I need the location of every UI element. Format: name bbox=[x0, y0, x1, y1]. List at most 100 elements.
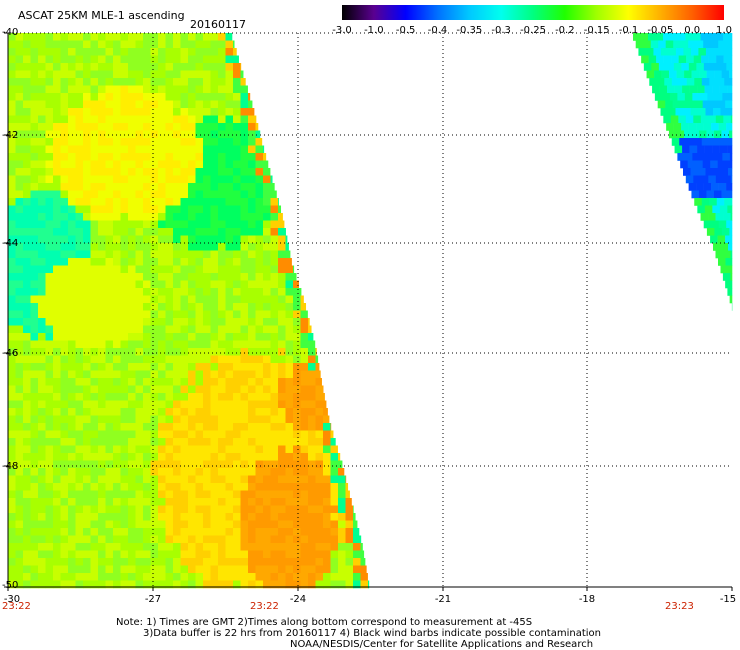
swath-cell bbox=[75, 168, 84, 176]
swath-cell bbox=[98, 48, 106, 56]
swath-cell bbox=[38, 528, 46, 536]
swath-cell bbox=[83, 115, 91, 124]
swath-cell bbox=[180, 288, 189, 296]
swath-cell bbox=[278, 258, 286, 266]
swath-cell bbox=[105, 580, 114, 589]
swath-cell bbox=[23, 370, 31, 379]
swath-cell bbox=[83, 558, 91, 566]
swath-cell bbox=[83, 370, 91, 379]
swath-cell bbox=[218, 513, 226, 521]
swath-cell bbox=[30, 483, 39, 491]
swath-cell bbox=[255, 205, 264, 214]
swath-cell bbox=[180, 78, 189, 86]
swath-cell bbox=[203, 85, 211, 94]
swath-cell bbox=[240, 333, 249, 341]
swath-cell bbox=[120, 355, 129, 364]
swath-cell bbox=[315, 468, 324, 476]
swath-cell bbox=[143, 453, 151, 461]
swath-cell bbox=[225, 183, 234, 191]
swath-cell bbox=[203, 468, 211, 476]
swath-cell bbox=[68, 160, 76, 169]
swath-cell bbox=[30, 138, 39, 146]
swath-cell bbox=[143, 483, 151, 491]
swath-cell bbox=[60, 213, 69, 221]
swath-cell bbox=[68, 483, 76, 491]
swath-cell bbox=[150, 115, 159, 124]
swath-cell bbox=[83, 168, 91, 176]
swath-cell bbox=[173, 303, 181, 311]
swath-cell bbox=[83, 175, 91, 184]
swath-cell bbox=[240, 205, 249, 214]
swath-cell bbox=[285, 550, 294, 559]
swath-cell bbox=[45, 100, 54, 109]
swath-cell bbox=[38, 33, 46, 41]
swath-cell bbox=[240, 408, 249, 416]
swath-cell bbox=[233, 543, 241, 551]
swath-cell bbox=[315, 505, 324, 514]
swath-cell bbox=[165, 468, 174, 476]
header-date: 20160117 bbox=[190, 18, 246, 31]
swath-cell bbox=[15, 475, 24, 484]
swath-cell bbox=[113, 228, 121, 236]
swath-cell bbox=[83, 468, 91, 476]
swath-cell bbox=[15, 85, 24, 94]
swath-cell bbox=[308, 415, 316, 424]
swath-cell bbox=[180, 498, 189, 506]
swath-cell bbox=[90, 198, 99, 206]
swath-cell bbox=[30, 438, 39, 446]
swath-cell bbox=[210, 123, 219, 131]
swath-cell bbox=[150, 498, 159, 506]
swath-cell bbox=[338, 573, 346, 581]
swath-cell bbox=[195, 385, 204, 394]
swath-cell bbox=[143, 318, 151, 326]
swath-cell bbox=[53, 400, 61, 409]
swath-cell bbox=[203, 160, 211, 169]
swath-cell bbox=[293, 378, 301, 386]
swath-cell bbox=[158, 168, 166, 176]
swath-cell bbox=[315, 490, 324, 499]
swath-cell bbox=[53, 460, 61, 469]
swath-cell bbox=[165, 228, 174, 236]
swath-cell bbox=[263, 513, 271, 521]
swath-cell bbox=[143, 310, 151, 319]
swath-cell bbox=[23, 100, 31, 109]
swath-cell bbox=[270, 528, 279, 536]
swath-cell bbox=[68, 243, 76, 251]
swath-cell bbox=[218, 250, 226, 259]
swath-cell bbox=[30, 168, 39, 176]
swath-cell bbox=[210, 438, 219, 446]
swath-cell bbox=[263, 408, 271, 416]
swath-cell bbox=[128, 385, 136, 394]
swath-cell bbox=[68, 250, 76, 259]
swath-cell bbox=[173, 78, 181, 86]
swath-cell bbox=[143, 370, 151, 379]
swath-cell bbox=[248, 573, 256, 581]
swath-cell bbox=[218, 423, 226, 431]
swath-cell bbox=[225, 228, 234, 236]
swath-cell bbox=[105, 280, 114, 289]
swath-cell bbox=[210, 175, 219, 184]
swath-cell bbox=[717, 100, 726, 109]
swath-cell bbox=[671, 55, 679, 64]
colorbar-tick-label: -0.4 bbox=[427, 25, 448, 36]
swath-cell bbox=[90, 535, 99, 544]
swath-cell bbox=[278, 220, 285, 229]
swath-cell bbox=[278, 528, 286, 536]
swath-cell bbox=[113, 40, 121, 49]
swath-cell bbox=[240, 265, 249, 274]
swath-cell bbox=[53, 138, 61, 146]
swath-cell bbox=[210, 415, 219, 424]
swath-cell bbox=[143, 355, 151, 364]
swath-cell bbox=[255, 400, 264, 409]
swath-cell bbox=[68, 303, 76, 311]
swath-cell bbox=[300, 460, 309, 469]
swath-cell bbox=[649, 78, 658, 86]
swath-cell bbox=[203, 243, 211, 251]
swath-cell bbox=[113, 310, 121, 319]
swath-cell bbox=[158, 280, 166, 289]
swath-cell bbox=[188, 205, 196, 214]
note-line-2: 3)Data buffer is 22 hrs from 20160117 4)… bbox=[143, 628, 601, 639]
swath-cell bbox=[8, 273, 16, 281]
swath-cell bbox=[225, 153, 234, 161]
swath-cell bbox=[233, 438, 241, 446]
